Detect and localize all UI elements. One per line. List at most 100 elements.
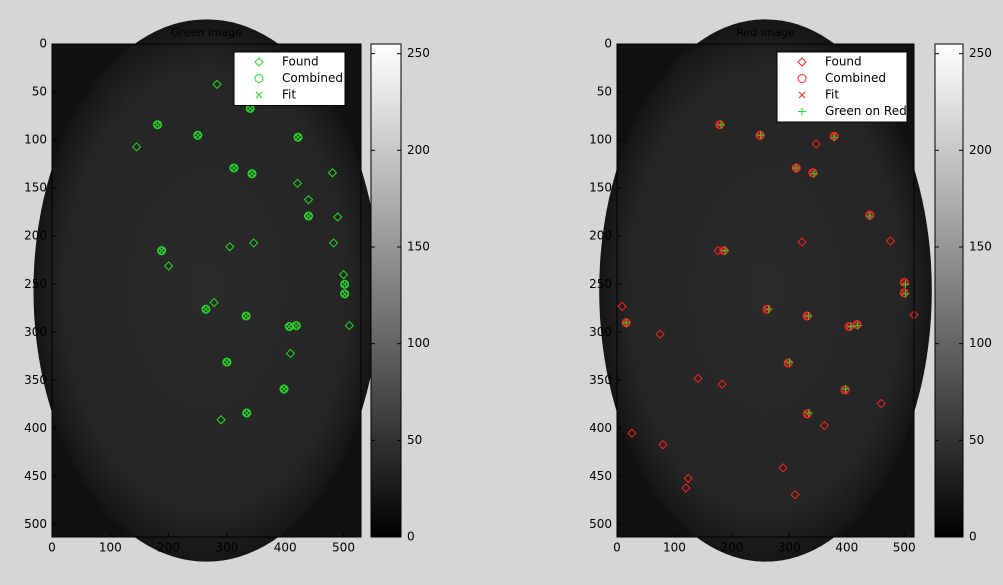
point — [778, 463, 788, 473]
colorbar-tick-label: 200 — [969, 143, 992, 157]
point — [209, 297, 219, 308]
x-tick-label: 500 — [893, 541, 916, 555]
point — [658, 440, 668, 450]
point — [876, 398, 886, 409]
y-tick-label: 200 — [24, 229, 47, 243]
legend-label: Found — [825, 55, 862, 69]
y-tick-label: 50 — [597, 85, 612, 99]
point — [341, 290, 349, 298]
x-tick-label: 400 — [274, 541, 297, 555]
y-tick-label: 200 — [589, 229, 612, 243]
point — [764, 305, 773, 314]
legend-box — [233, 51, 346, 106]
colorbar-tick-label: 100 — [407, 336, 430, 350]
point — [332, 212, 343, 222]
point — [901, 280, 910, 289]
point — [622, 318, 631, 327]
point — [194, 131, 202, 139]
point — [809, 169, 817, 177]
point — [693, 373, 703, 384]
point — [901, 289, 910, 298]
legend-marker — [254, 57, 264, 67]
y-tick-label: 500 — [24, 517, 47, 531]
point — [242, 312, 250, 320]
point — [216, 415, 226, 425]
point — [341, 280, 349, 288]
point — [285, 323, 293, 330]
y-tick-label: 400 — [589, 421, 612, 435]
x-tick-label: 100 — [663, 541, 686, 555]
point — [305, 212, 312, 220]
colorbar-tick-label: 100 — [969, 336, 992, 350]
point — [340, 279, 350, 289]
y-tick-label: 250 — [589, 277, 612, 291]
point — [841, 386, 849, 394]
point — [193, 130, 203, 140]
legend-box — [776, 51, 908, 123]
point — [158, 247, 165, 254]
point — [717, 379, 727, 389]
point — [792, 163, 801, 172]
point — [716, 120, 725, 129]
colorbar-tick-label: 150 — [969, 240, 992, 254]
point — [830, 133, 839, 142]
colorbar — [370, 43, 402, 538]
point — [784, 359, 792, 367]
y-tick-label: 450 — [24, 469, 47, 483]
axes-frame — [616, 43, 915, 538]
x-tick-label: 100 — [99, 541, 122, 555]
point — [294, 133, 302, 141]
point — [246, 105, 254, 112]
point — [853, 321, 861, 328]
point — [627, 428, 637, 438]
point — [153, 120, 163, 130]
point — [292, 178, 303, 189]
y-tick-label: 150 — [589, 181, 612, 195]
x-tick-label: 200 — [157, 541, 180, 555]
legend-marker — [254, 74, 264, 83]
colorbar-tick-label: 150 — [407, 240, 430, 254]
y-tick-label: 300 — [24, 325, 47, 339]
colorbar — [934, 43, 964, 538]
point — [222, 357, 232, 367]
point — [163, 261, 174, 271]
y-tick-label: 100 — [24, 133, 47, 147]
point — [865, 212, 874, 221]
y-tick-label: 350 — [589, 373, 612, 387]
point — [804, 409, 813, 418]
legend-marker — [798, 91, 806, 99]
y-tick-label: 0 — [604, 37, 612, 51]
point — [797, 237, 807, 247]
x-tick-label: 0 — [48, 541, 56, 555]
chart-title: Green image — [171, 26, 242, 39]
axes-frame — [51, 43, 362, 538]
point — [846, 322, 855, 331]
chart-title: Red image — [736, 26, 795, 39]
point — [157, 246, 167, 256]
point — [202, 305, 210, 313]
point — [852, 320, 862, 330]
y-tick-label: 500 — [589, 517, 612, 531]
point — [819, 420, 830, 431]
point — [225, 242, 235, 252]
point — [899, 288, 909, 298]
point — [284, 322, 294, 332]
y-tick-label: 150 — [24, 181, 47, 195]
x-tick-label: 0 — [613, 541, 621, 555]
point — [328, 238, 339, 248]
point — [802, 409, 812, 419]
point — [201, 304, 211, 314]
point — [285, 348, 296, 359]
point — [280, 385, 288, 393]
legend-marker — [797, 57, 807, 67]
point — [810, 169, 819, 178]
point — [230, 164, 238, 172]
colorbar-tick-label: 250 — [969, 46, 992, 60]
x-tick-label: 400 — [835, 541, 858, 555]
point — [212, 79, 222, 90]
point — [655, 329, 665, 339]
point — [243, 409, 251, 417]
point — [292, 322, 300, 329]
y-tick-label: 0 — [39, 37, 47, 51]
legend-label: Found — [282, 55, 319, 69]
